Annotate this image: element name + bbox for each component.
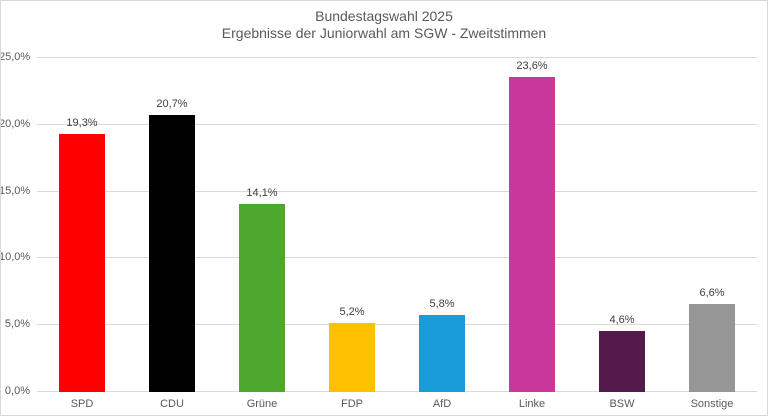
plot-area: 19,3% 20,7% 14,1% 5,2% 5,8% 23,6% 4,6% 6,6% [37, 57, 757, 392]
category-label-cdu: CDU [160, 398, 184, 410]
category-label-bsw: BSW [609, 398, 635, 410]
value-label-grune: 14,1% [246, 186, 278, 199]
bar-slot-bsw: 4,6% [577, 58, 667, 392]
gridline-150 [37, 190, 757, 192]
bar-grune: 14,1% [239, 187, 285, 392]
bar-afd: 5,8% [419, 298, 465, 392]
value-label-linke: 23,6% [516, 59, 548, 72]
y-tick-100: 10,0% [0, 251, 31, 264]
value-label-spd: 19,3% [66, 117, 98, 130]
gridline-50 [37, 324, 757, 326]
y-tick-150: 15,0% [0, 184, 31, 197]
category-label-sonstige: Sonstige [690, 398, 734, 410]
gridline-250 [37, 57, 757, 58]
y-axis: 25,0% 20,0% 15,0% 10,0% 5,0% 0,0% [0, 51, 32, 397]
bar-slot-cdu: 20,7% [127, 58, 217, 392]
value-label-cdu: 20,7% [156, 98, 188, 111]
value-label-bsw: 4,6% [609, 313, 635, 326]
bar-slot-sonstige: 6,6% [667, 58, 757, 392]
x-axis: SPD CDU Grüne FDP AfD Linke BSW Sonstige [37, 398, 757, 410]
bar-sonstige: 6,6% [689, 287, 735, 392]
y-tick-00: 0,0% [4, 385, 30, 397]
value-label-afd: 5,8% [429, 297, 455, 310]
bar-linke: 23,6% [509, 60, 555, 392]
value-label-sonstige: 6,6% [699, 286, 725, 299]
bar-slot-linke: 23,6% [487, 58, 577, 392]
bars-row: 19,3% 20,7% 14,1% 5,2% 5,8% 23,6% 4,6% 6,6% [37, 58, 757, 392]
bar-fdp: 5,2% [329, 306, 375, 392]
category-label-linke: Linke [518, 398, 546, 410]
bar-spd: 19,3% [59, 117, 105, 392]
gridline-100 [37, 257, 757, 259]
chart-title-block: Bundestagswahl 2025 Ergebnisse der Junio… [1, 8, 767, 42]
y-tick-250: 25,0% [0, 51, 31, 63]
gridline-200 [37, 123, 757, 125]
category-label-fdp: FDP [341, 398, 363, 410]
y-tick-50: 5,0% [4, 318, 30, 331]
bar-slot-afd: 5,8% [397, 58, 487, 392]
chart-title: Bundestagswahl 2025 [315, 8, 453, 24]
category-label-grune: Grüne [246, 398, 278, 410]
category-label-afd: AfD [432, 398, 452, 410]
bar-bsw: 4,6% [599, 314, 645, 392]
value-label-fdp: 5,2% [339, 305, 365, 318]
bar-slot-spd: 19,3% [37, 58, 127, 392]
gridline-00 [37, 391, 757, 392]
y-tick-200: 20,0% [0, 117, 31, 130]
chart-subtitle: Ergebnisse der Juniorwahl am SGW - Zweit… [221, 25, 547, 41]
bar-slot-fdp: 5,2% [307, 58, 397, 392]
category-label-spd: SPD [70, 398, 94, 410]
bar-cdu: 20,7% [149, 98, 195, 392]
bar-slot-grune: 14,1% [217, 58, 307, 392]
